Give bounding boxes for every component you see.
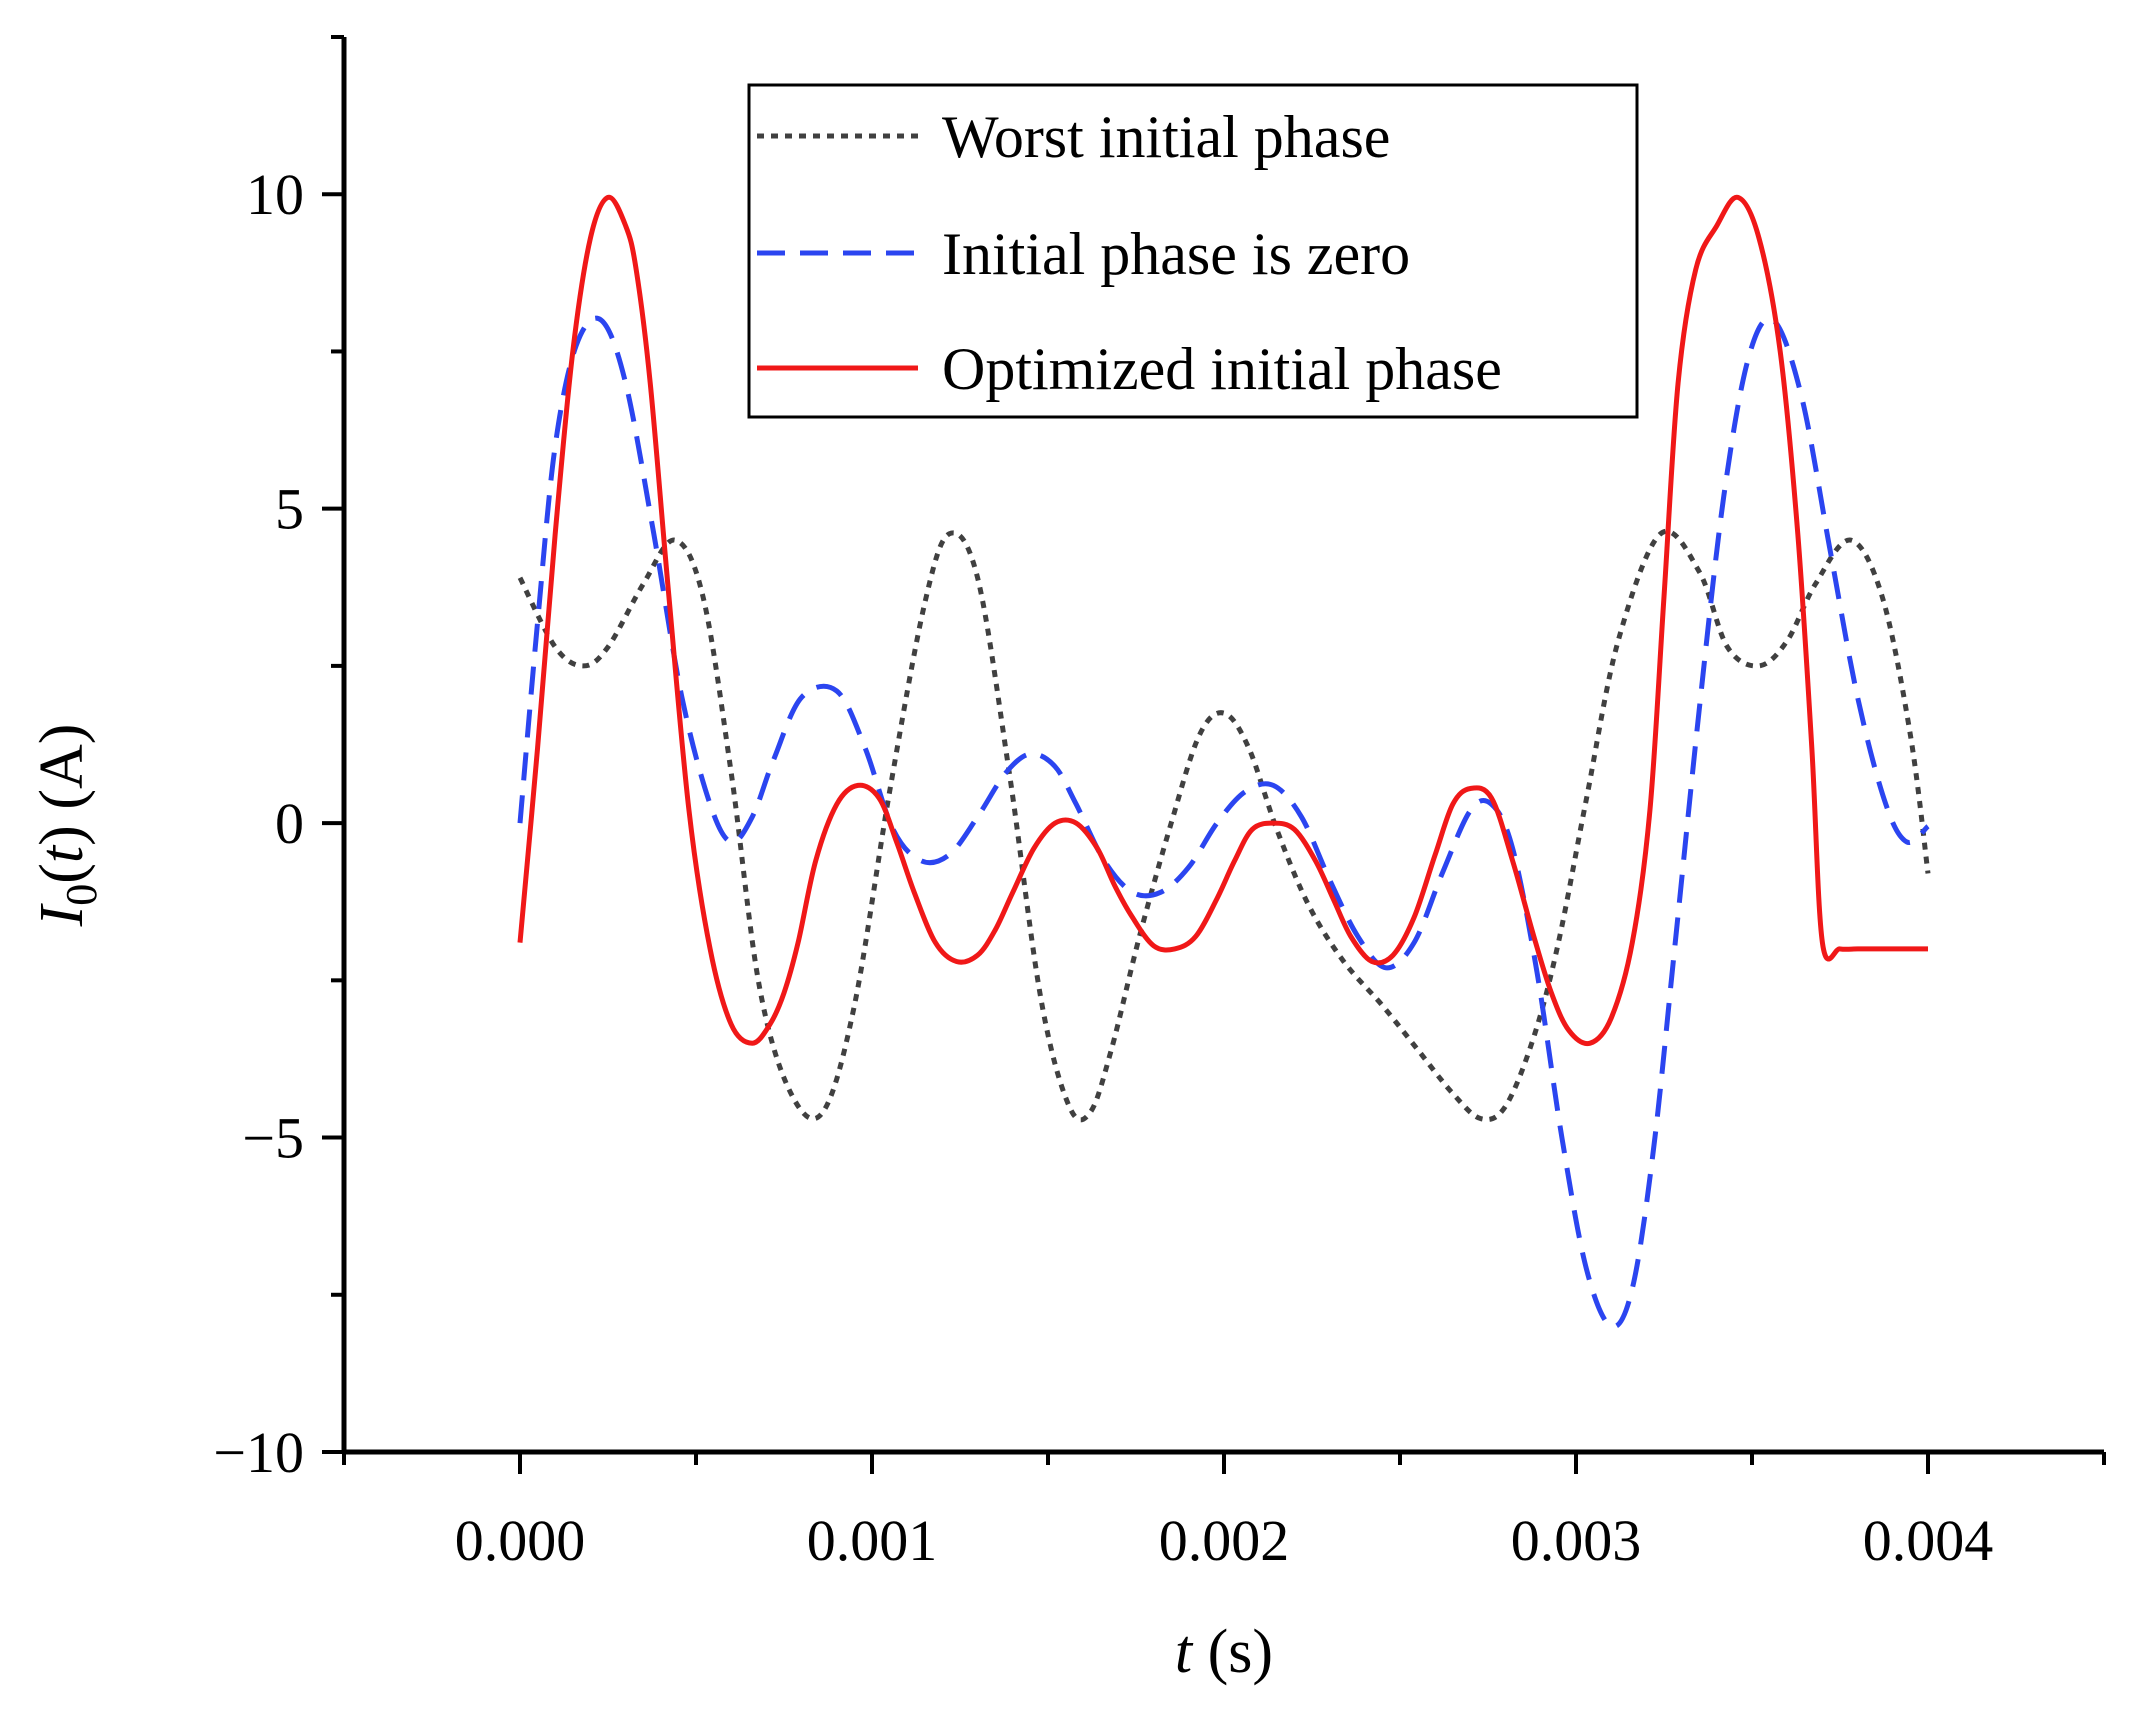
x-tick-label-2: 0.002	[1159, 1508, 1290, 1573]
legend-label-worst: Worst initial phase	[942, 104, 1390, 170]
x-tick-label-0: 0.000	[455, 1508, 586, 1573]
y-axis-title: I0(t) (A)	[28, 724, 106, 928]
legend-label-zero: Initial phase is zero	[942, 221, 1410, 287]
y-axis-title-subscript: 0	[57, 884, 106, 906]
y-axis-title-variable: I	[28, 902, 96, 927]
series-optimized-initial-phase	[517, 194, 1928, 1047]
legend-item-worst: Worst initial phase	[757, 104, 1390, 170]
x-axis-title-variable: t	[1175, 1618, 1194, 1686]
x-tick-label-1: 0.001	[807, 1508, 938, 1573]
y-tick-label-1: −5	[242, 1106, 304, 1171]
ticks-layer: 0.000 0.001 0.002 0.003 0.004 −10 −5 0 5 10	[213, 35, 2106, 1573]
y-tick-label-3: 5	[275, 477, 304, 542]
x-axis-title-unit: (s)	[1192, 1618, 1273, 1686]
legend: Worst initial phase Initial phase is zer…	[747, 83, 1639, 419]
y-tick-label-0: −10	[213, 1420, 304, 1485]
legend-label-optimized: Optimized initial phase	[942, 336, 1502, 402]
legend-item-optimized: Optimized initial phase	[757, 336, 1502, 402]
y-tick-label-2: 0	[275, 791, 304, 856]
legend-item-zero: Initial phase is zero	[757, 221, 1410, 287]
x-tick-label-4: 0.004	[1863, 1508, 1994, 1573]
series-worst-initial-phase	[517, 528, 1931, 1123]
y-axis-title-argument: t	[28, 844, 96, 863]
x-axis-title: t (s)	[1175, 1618, 1273, 1686]
y-tick-label-4: 10	[246, 162, 304, 227]
y-axis-title-unit: ) (A)	[28, 724, 96, 846]
series-layer	[517, 194, 1931, 1330]
x-tick-label-3: 0.003	[1511, 1508, 1642, 1573]
y-axis-title-paren: (	[28, 863, 96, 884]
series-initial-phase-zero	[517, 315, 1930, 1330]
